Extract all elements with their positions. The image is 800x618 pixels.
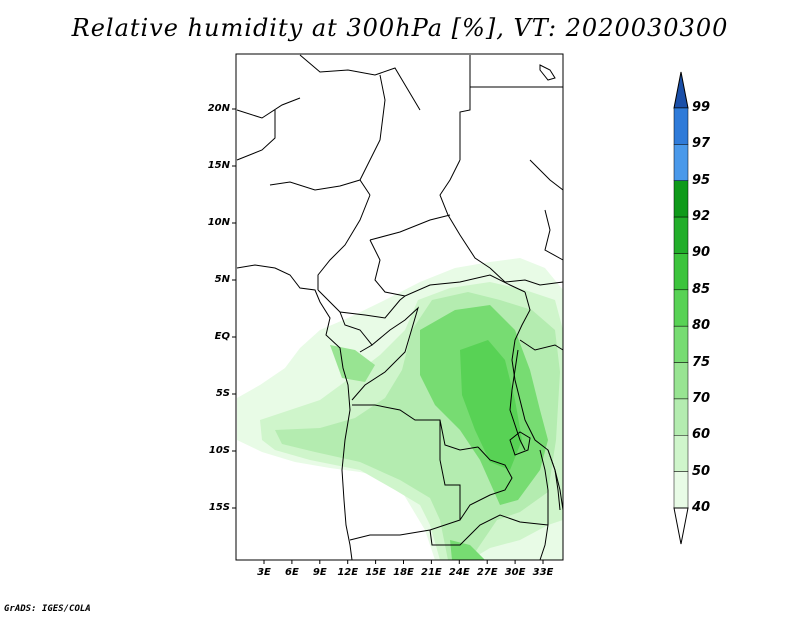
colorbar-band [673, 253, 689, 291]
lat-tick-marks [232, 108, 236, 509]
lon-tick-label: 6E [284, 567, 299, 578]
lon-tick-marks [263, 560, 544, 564]
colorbar-band [673, 107, 689, 145]
red-sea-coast [539, 64, 556, 81]
border-niger-south [236, 110, 276, 161]
lat-tick-label: 10N [207, 217, 230, 228]
lon-tick-label: 24E [448, 567, 470, 578]
colorbar-bottom-arrow [673, 507, 689, 545]
border-rwanda-burundi [519, 339, 564, 351]
colorbar-level-label: 75 [692, 354, 711, 370]
border-cameroon-south [317, 289, 406, 319]
colorbar-level-label: 97 [692, 136, 711, 152]
colorbar-band [673, 289, 689, 327]
lake-kivu [509, 431, 531, 456]
lat-tick-label: 15N [207, 160, 230, 171]
colorbar-level-label: 85 [692, 281, 711, 297]
border-algeria-niger [299, 54, 421, 111]
lon-tick-label: 33E [532, 567, 554, 578]
border-nigeria-cameroon [317, 194, 371, 290]
lat-tick-label: 5S [215, 388, 230, 399]
lat-tick-label: EQ [214, 331, 230, 342]
border-chad-sudan [439, 159, 491, 269]
map-title: Relative humidity at 300hPa [%], VT: 202… [71, 14, 729, 42]
colorbar-level-label: 95 [692, 172, 711, 188]
border-car [369, 239, 526, 297]
lat-tick-label: 20N [207, 103, 230, 114]
lon-tick-label: 9E [312, 567, 327, 578]
border-mali-niger [236, 97, 301, 119]
border-chad-car [369, 214, 451, 241]
colorbar-level-label: 80 [692, 318, 711, 334]
border-nigeria-north [269, 179, 371, 196]
colorbar-band [673, 435, 689, 472]
grads-credit: GrADS: IGES/COLA [4, 604, 91, 614]
border-niger-chad [359, 74, 386, 181]
border-sudan-ethiopia [544, 209, 564, 261]
lat-tick-label: 5N [214, 274, 230, 285]
colorbar-level-label: 90 [692, 245, 711, 261]
humidity-shading [237, 258, 563, 560]
border-gabon-congo [339, 311, 373, 353]
border-zambia-drc [459, 446, 513, 521]
colorbar [673, 71, 689, 545]
colorbar-band [673, 362, 689, 400]
lon-tick-label: 15E [365, 567, 386, 578]
colorbar-band [673, 471, 689, 509]
border-drc-angola [352, 404, 479, 451]
border-lake-malawi [547, 449, 561, 511]
colorbar-band [673, 216, 689, 254]
country-borders [236, 54, 564, 561]
border-tanzania-mozambique [539, 449, 549, 561]
lon-tick-label: 27E [476, 567, 498, 578]
colorbar-level-label: 40 [692, 500, 711, 515]
colorbar-level-label: 50 [692, 463, 711, 479]
lon-tick-label: 30E [504, 567, 526, 578]
colorbar-level-label: 92 [692, 209, 711, 225]
border-ethiopia-north [529, 159, 564, 191]
colorbar-band [673, 325, 689, 363]
map-frame [232, 53, 564, 564]
colorbar-top-arrow [673, 71, 689, 109]
colorbar-band [673, 144, 689, 181]
border-namibia [429, 514, 549, 546]
colorbar-level-label: 60 [692, 427, 711, 443]
colorbar-band [673, 398, 689, 436]
lat-tick-label: 15S [208, 502, 230, 513]
colorbar-band [673, 180, 689, 218]
map-border [235, 53, 564, 561]
colorbar-level-label: 70 [692, 390, 711, 406]
humidity-field-80 [460, 340, 522, 470]
border-congo-drc [351, 306, 419, 401]
coastline [236, 264, 353, 561]
lon-tick-label: 21E [421, 567, 442, 578]
lon-tick-label: 12E [337, 567, 359, 578]
colorbar-level-label: 99 [692, 100, 711, 115]
lon-tick-label: 18E [393, 567, 414, 578]
border-libya-egypt [459, 55, 471, 160]
lon-tick-label: 3E [257, 567, 271, 578]
border-south-sudan [489, 267, 564, 286]
lat-tick-label: 10S [208, 445, 230, 456]
lake-victoria-tanganyika [509, 349, 526, 451]
